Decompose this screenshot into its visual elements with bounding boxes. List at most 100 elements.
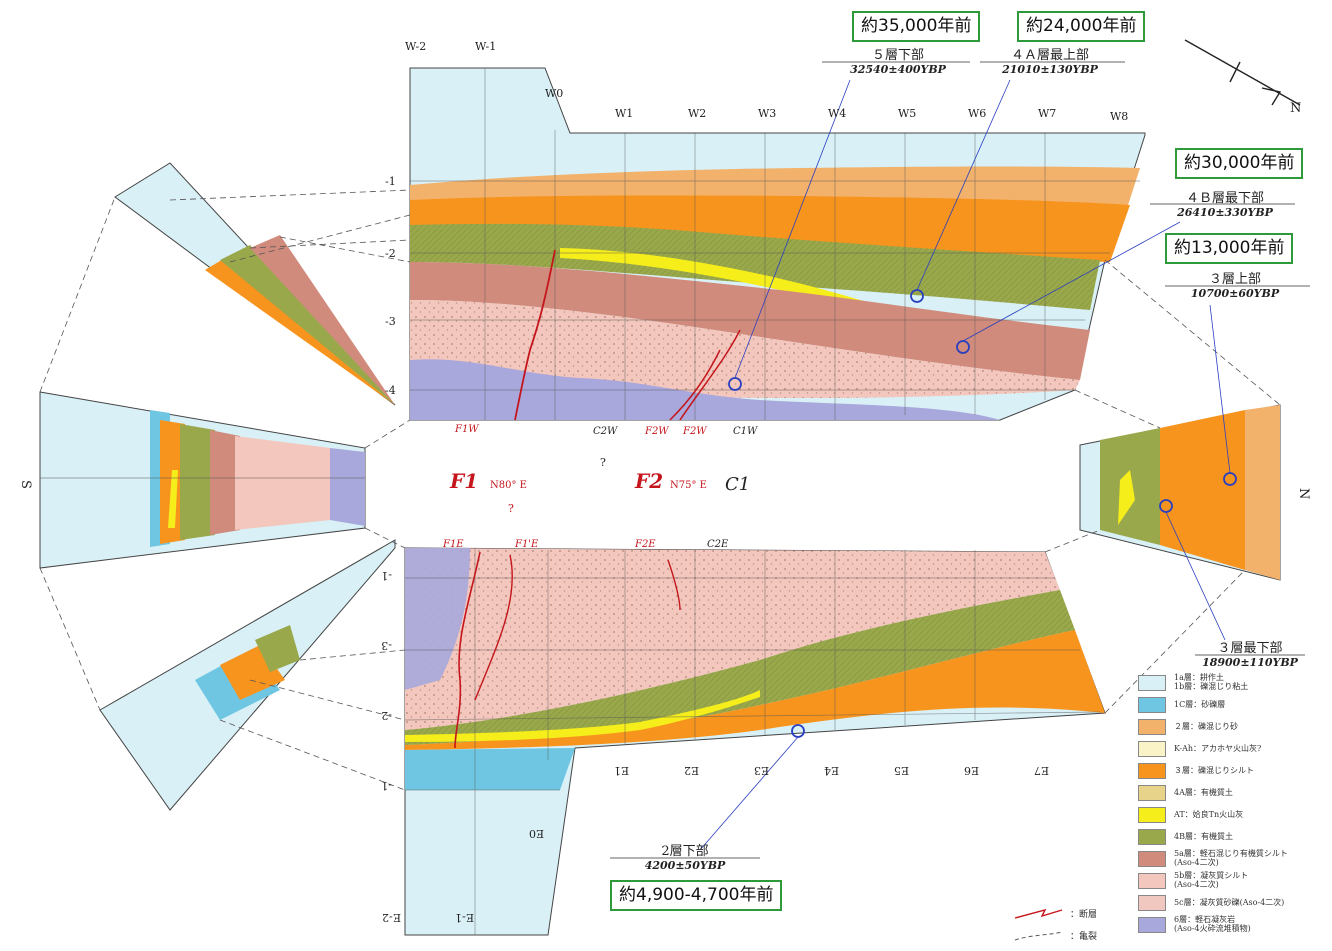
grid-label-w-1: W-1 (475, 40, 496, 53)
grid-label-e7: E7 (1034, 764, 1049, 777)
compass-north-label: N (1290, 101, 1301, 116)
legend-row: AT：姶良Tn火山灰 (1138, 804, 1328, 826)
legend-swatch (1138, 697, 1166, 713)
sample-callouts (699, 79, 1231, 851)
grid-label-e2: E2 (684, 764, 699, 777)
north-arrow-icon (1184, 39, 1301, 106)
fault-strike-f1: N80° E (490, 480, 527, 491)
fault-label-f1e: F1E (442, 539, 464, 550)
grid-label-e-1: E-1 (455, 911, 474, 924)
depth-label-top-4: -4 (385, 384, 396, 397)
depth-label-bottom-3: -3 (381, 639, 392, 652)
legend-row: 5c層：凝灰質砂礫(Aso-4二次) (1138, 892, 1328, 914)
grid-label-w3: W3 (758, 107, 776, 120)
legend-row: 5a層：軽石混じり有機質シルト (Aso-4二次) (1138, 848, 1328, 870)
grid-label-w-2: W-2 (405, 40, 426, 53)
sample-date: 26410±330YBP (1177, 206, 1273, 219)
legend-row: 5b層：凝灰質シルト (Aso-4二次) (1138, 870, 1328, 892)
legend-row: 1a層：耕作土 1b層：礫混じり粘土 (1138, 672, 1328, 694)
legend-text: 6層：軽石凝灰岩 (Aso-4火砕流堆積物) (1174, 915, 1251, 933)
legend-swatch (1138, 785, 1166, 801)
legend-row: 4A層：有機質土 (1138, 782, 1328, 804)
grid-label-w2: W2 (688, 107, 706, 120)
sample-label-3-upper: ３層上部 10700±60YBP (1170, 268, 1300, 300)
legend-text: 5b層：凝灰質シルト (Aso-4二次) (1174, 871, 1249, 889)
side-label-s: S (18, 480, 33, 489)
sample-label-5: ５層下部 32540±400YBP (838, 44, 958, 76)
sample-label-4a: ４Ａ層最上部 21010±130YBP (985, 44, 1115, 76)
sample-title: 2層下部 (661, 844, 709, 859)
east-wall-section (404, 547, 1106, 936)
sample-title: ３層最下部 (1217, 641, 1283, 656)
legend-text: 1a層：耕作土 1b層：礫混じり粘土 (1174, 673, 1249, 691)
layer-legend: 1a層：耕作土 1b層：礫混じり粘土 1C層：砂礫層 ２層：礫混じり砂 K-Ah：アカ… (1138, 672, 1328, 936)
grid-label-w0: W0 (545, 87, 563, 100)
sample-date: 18900±110YBP (1202, 656, 1298, 669)
grid-label-e6: E6 (964, 764, 979, 777)
legend-swatch (1138, 851, 1166, 867)
legend-crack-text: ：亀裂 (1070, 930, 1097, 942)
legend-text: 4B層：有機質土 (1174, 831, 1233, 841)
legend-swatch (1138, 807, 1166, 823)
crack-question-1: ? (600, 456, 606, 469)
legend-row: ３層：礫混じりシルト (1138, 760, 1328, 782)
legend-text: 1C層：砂礫層 (1174, 699, 1226, 709)
crack-label-c1w: C1W (733, 426, 758, 437)
grid-label-e-2: E-2 (382, 911, 401, 924)
age-box-35000: 約35,000年前 (852, 11, 981, 42)
legend-swatch (1138, 895, 1166, 911)
legend-fault-text: ：断層 (1070, 908, 1097, 920)
legend-swatch (1138, 917, 1166, 933)
legend-row: K-Ah：アカホヤ火山灰? (1138, 738, 1328, 760)
fault-label-f1pe: F1'E (514, 539, 539, 550)
label-underlines (610, 61, 1310, 859)
legend-text: ３層：礫混じりシルト (1174, 765, 1254, 775)
legend-text: ２層：礫混じり砂 (1174, 721, 1238, 731)
grid-label-e3: E3 (754, 764, 769, 777)
legend-text: 5a層：軽石混じり有機質シルト (Aso-4二次) (1174, 849, 1288, 867)
legend-swatch (1138, 675, 1166, 691)
sample-title: ３層上部 (1208, 272, 1261, 287)
age-box-4900-4700: 約4,900-4,700年前 (610, 880, 783, 911)
grid-label-w7: W7 (1038, 107, 1056, 120)
legend-swatch (1138, 719, 1166, 735)
sample-label-3-lower: ３層最下部 18900±110YBP (1190, 637, 1310, 669)
legend-row: 1C層：砂礫層 (1138, 694, 1328, 716)
west-wall-section (409, 67, 1146, 421)
fault-legend-icon (1014, 908, 1063, 919)
grid-label-e4: E4 (824, 764, 839, 777)
crack-label-c1: C1 (725, 474, 750, 495)
north-end-wall (1079, 404, 1281, 581)
legend-text: AT：姶良Tn火山灰 (1174, 809, 1244, 819)
legend-swatch (1138, 763, 1166, 779)
fault-label-f1w: F1W (454, 424, 479, 435)
sample-label-2: 2層下部 4200±50YBP (625, 840, 745, 872)
fault-question-1: ? (508, 502, 514, 515)
crack-label-c2e: C2E (707, 539, 729, 550)
depth-label-top-1: -1 (385, 175, 396, 188)
grid-label-e5: E5 (894, 764, 909, 777)
age-box-24000: 約24,000年前 (1017, 11, 1146, 42)
fault-label-f2e: F2E (634, 539, 656, 550)
sample-title: ４Ａ層最上部 (1010, 48, 1089, 63)
connector-lines (39, 189, 1281, 791)
age-box-13000: 約13,000年前 (1165, 233, 1294, 264)
legend-swatch (1138, 741, 1166, 757)
fault-label-f2w-b: F2W (682, 426, 707, 437)
grid-label-e1: E1 (614, 764, 629, 777)
sample-date: 21010±130YBP (1002, 63, 1098, 76)
sample-title: ５層下部 (871, 48, 924, 63)
legend-row: 6層：軽石凝灰岩 (Aso-4火砕流堆積物) (1138, 914, 1328, 936)
sample-date: 32540±400YBP (850, 63, 946, 76)
depth-label-top-3: -3 (385, 315, 396, 328)
grid-label-w1: W1 (615, 107, 633, 120)
fault-label-f2w-a: F2W (644, 426, 669, 437)
depth-label-bottom-1: -1 (381, 779, 392, 792)
sample-label-4b: ４Ｂ層最下部 26410±330YBP (1160, 187, 1290, 219)
legend-swatch (1138, 829, 1166, 845)
grid-label-w4: W4 (828, 107, 846, 120)
fault-label-f1: F1 (449, 469, 478, 493)
legend-row: ２層：礫混じり砂 (1138, 716, 1328, 738)
grid-label-w6: W6 (968, 107, 986, 120)
